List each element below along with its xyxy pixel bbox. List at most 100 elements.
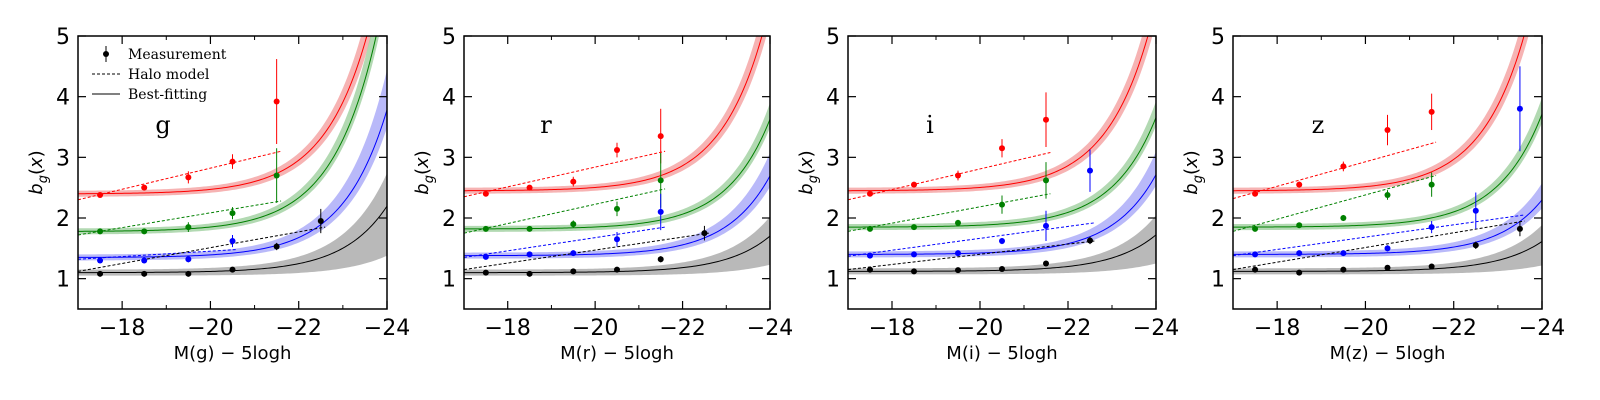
measurement-point-black	[1384, 264, 1391, 271]
measurement-point-black	[1428, 263, 1435, 270]
band-black	[78, 173, 387, 276]
measurement-point-green	[867, 225, 873, 232]
measurement-point-blue	[1252, 251, 1259, 258]
best-fit-line-red	[78, 36, 368, 195]
x-tick-label: −18	[869, 316, 915, 341]
measurement-point-black	[614, 266, 620, 273]
halo-model-line-blue	[78, 249, 237, 260]
y-tick-label: 2	[1211, 207, 1225, 232]
x-tick-label: −24	[364, 316, 410, 341]
y-tick-label: 4	[826, 86, 840, 111]
measurement-point-black	[273, 243, 280, 250]
x-tick-label: −22	[1430, 316, 1476, 341]
measurement-point-blue	[1087, 167, 1093, 174]
panel-i: −18 −20 −22 −24 1 2 3 4 5 M(i) − 5logh bg(x) i	[796, 25, 1179, 364]
band-letter: r	[540, 111, 552, 139]
halo-model-line-green	[464, 188, 666, 234]
measurement-point-green	[614, 205, 620, 212]
measurement-point-black	[185, 270, 192, 277]
x-tick-label: −22	[659, 316, 705, 341]
measurement-point-black	[229, 266, 236, 273]
band-black	[464, 216, 770, 276]
measurement-point-black	[1472, 242, 1479, 249]
halo-model-line-green	[1233, 175, 1437, 232]
measurement-point-red	[141, 184, 148, 191]
measurement-point-red	[1340, 163, 1347, 170]
best-fit-line-green	[78, 36, 377, 232]
x-tick-label: −22	[1045, 316, 1091, 341]
measurement-point-green	[1428, 181, 1435, 188]
best-fit-line-blue	[1233, 199, 1542, 255]
x-tick-label: −24	[747, 316, 793, 341]
measurement-point-green	[1384, 191, 1391, 198]
measurement-point-red	[570, 178, 577, 185]
y-tick-label: 5	[56, 25, 70, 50]
measurement-point-blue	[1340, 250, 1347, 257]
measurement-point-black	[1340, 266, 1347, 273]
band-letter: z	[1312, 111, 1325, 139]
measurement-point-blue	[999, 238, 1005, 245]
measurement-point-red	[911, 181, 917, 188]
measurement-point-blue	[1384, 245, 1391, 252]
y-tick-label: 1	[56, 268, 70, 293]
y-tick-label: 5	[442, 25, 456, 50]
measurement-point-green	[97, 228, 104, 235]
legend-best-fitting: Best-fitting	[128, 87, 207, 103]
measurement-point-blue	[1296, 250, 1303, 257]
measurement-point-black	[955, 267, 961, 274]
y-axis-label: bg(x)	[26, 150, 51, 194]
best-fit-line-red	[464, 36, 763, 192]
y-tick-label: 5	[1211, 25, 1225, 50]
plot-area	[848, 36, 1156, 275]
plot-area	[1233, 36, 1542, 276]
y-axis-label: bg(x)	[412, 150, 437, 194]
x-tick-label: −22	[275, 316, 321, 341]
measurement-point-green	[1296, 222, 1303, 229]
measurement-point-green	[526, 225, 533, 232]
axes-frame	[77, 35, 388, 310]
best-fit-line-green	[848, 117, 1156, 228]
band-letter: i	[926, 111, 934, 139]
measurement-point-red	[1296, 181, 1303, 188]
plot-area	[464, 36, 770, 277]
measurement-point-blue	[526, 251, 533, 258]
measurement-point-red	[97, 191, 104, 198]
measurement-point-black	[701, 230, 708, 237]
measurement-point-green	[657, 177, 664, 184]
measurement-point-green	[570, 221, 577, 228]
measurement-point-green	[185, 224, 192, 231]
y-axis-label: bg(x)	[796, 150, 821, 194]
measurement-point-black	[1296, 269, 1303, 276]
x-axis-label: M(z) − 5logh	[1330, 343, 1446, 364]
y-tick-label: 4	[442, 86, 456, 111]
measurement-point-red	[999, 145, 1005, 152]
band-red	[464, 36, 767, 194]
x-axis-label: M(i) − 5logh	[946, 343, 1057, 364]
legend: Measurement Halo model Best-fitting	[92, 46, 227, 103]
axes-frame	[847, 35, 1157, 310]
halo-model-line-blue	[848, 222, 1095, 257]
y-tick-label: 2	[442, 207, 456, 232]
x-axis-label: M(r) − 5logh	[560, 343, 674, 364]
halo-model-line-green	[848, 193, 1051, 232]
measurement-point-green	[273, 172, 280, 179]
y-tick-label: 3	[1211, 146, 1225, 171]
y-tick-label: 2	[56, 207, 70, 232]
y-axis-label: bg(x)	[1181, 150, 1206, 194]
x-tick-label: −18	[1254, 316, 1300, 341]
axes-frame	[1232, 35, 1543, 310]
y-tick-label: 5	[826, 25, 840, 50]
halo-model-line-black	[1233, 220, 1525, 271]
x-tick-label: −18	[484, 316, 530, 341]
measurement-point-blue	[229, 238, 236, 245]
x-tick-label: −20	[957, 316, 1003, 341]
measurement-point-red	[867, 190, 873, 197]
y-tick-label: 2	[826, 207, 840, 232]
measurement-point-black	[1516, 225, 1523, 232]
halo-model-line-black	[464, 232, 709, 271]
measurement-point-green	[999, 201, 1005, 208]
measurement-point-green	[229, 210, 236, 217]
measurement-point-black	[317, 218, 324, 225]
y-tick-label: 3	[56, 146, 70, 171]
panel-g: −18 −20 −22 −24 1 2 3 4 5 M(g) − 5logh bg(x) g Measu…	[26, 25, 410, 364]
